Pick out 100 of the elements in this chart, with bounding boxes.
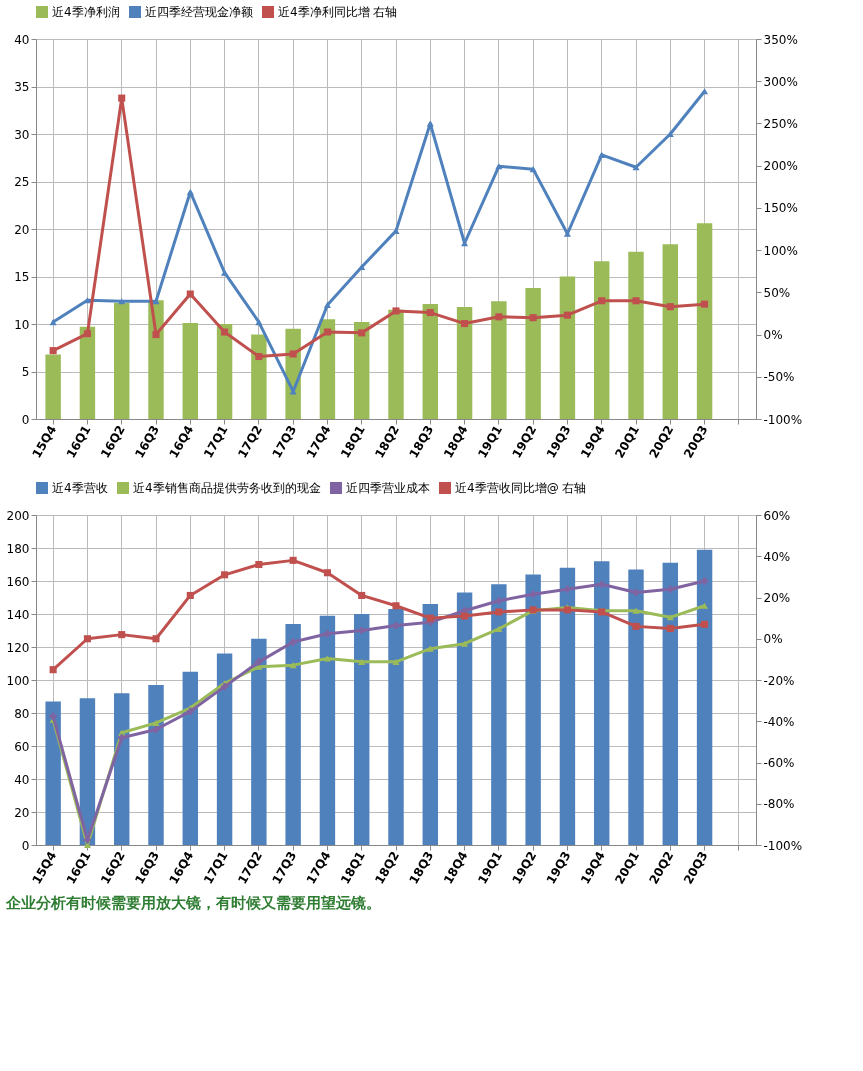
point xyxy=(118,631,126,639)
bar xyxy=(491,584,507,845)
point xyxy=(392,307,400,315)
y2-tick-label: 250% xyxy=(763,116,798,131)
bar xyxy=(216,324,233,419)
point xyxy=(49,712,57,720)
point xyxy=(152,719,160,726)
point xyxy=(221,328,229,336)
y-tick-label: 20 xyxy=(14,222,30,237)
y-tick-label: 60 xyxy=(14,739,30,754)
text: 企业分析有时候需要用放大镜，有时候又需要用望远镜。 xyxy=(5,893,382,912)
y-tick-label: 40 xyxy=(14,772,30,787)
point xyxy=(598,580,606,588)
y2-tick-label: 350% xyxy=(763,32,798,47)
y2-tick-label: 20% xyxy=(763,591,791,605)
point xyxy=(289,638,297,646)
y2-tick-label: -100% xyxy=(763,838,803,853)
point xyxy=(358,329,366,337)
bar xyxy=(456,592,473,845)
y-tick-label: 160 xyxy=(6,574,30,589)
y-tick-label: 40 xyxy=(14,32,30,47)
point xyxy=(323,301,331,309)
legend-label: 近4季净利润 xyxy=(52,5,120,19)
bar xyxy=(456,306,473,419)
point xyxy=(49,347,57,355)
point xyxy=(426,309,434,317)
point xyxy=(118,734,126,742)
point xyxy=(358,591,366,599)
bar xyxy=(45,354,61,419)
point xyxy=(289,662,297,669)
point xyxy=(49,666,57,674)
bar xyxy=(354,614,370,845)
y2-tick-label: 50% xyxy=(763,285,791,300)
point xyxy=(426,614,434,622)
point xyxy=(495,313,503,321)
point xyxy=(118,94,126,102)
point xyxy=(529,314,537,322)
point xyxy=(495,625,503,632)
point xyxy=(666,303,674,311)
y2-tick-label: -20% xyxy=(763,673,795,688)
y2-tick-label: 150% xyxy=(763,201,798,216)
y2-tick-label: 0% xyxy=(763,632,783,647)
point xyxy=(563,585,571,593)
bar xyxy=(354,322,370,419)
y-tick-label: 0 xyxy=(21,412,30,427)
legend-label: 近四季营业成本 xyxy=(346,481,430,495)
y-tick-label: 80 xyxy=(14,706,30,721)
y-tick-label: 15 xyxy=(14,270,30,284)
bar xyxy=(388,309,404,419)
bar xyxy=(114,303,130,419)
bar xyxy=(251,638,267,845)
legend-label: 近4季销售商品提供劳务收到的现金 xyxy=(133,481,321,495)
bar xyxy=(662,562,678,845)
y-tick-label: 120 xyxy=(6,640,30,655)
point xyxy=(152,298,160,305)
point xyxy=(495,608,503,616)
y2-tick-label: -40% xyxy=(763,714,795,729)
point xyxy=(701,620,709,628)
y-tick-label: 0 xyxy=(21,838,30,853)
bar xyxy=(114,693,130,845)
point xyxy=(461,320,469,328)
point xyxy=(323,328,331,336)
point xyxy=(221,683,229,691)
bar xyxy=(422,604,438,845)
y-tick-label: 30 xyxy=(14,127,30,142)
point xyxy=(632,589,640,597)
bar xyxy=(594,261,610,419)
point xyxy=(152,331,160,339)
y2-tick-label: 300% xyxy=(763,74,798,89)
point xyxy=(529,166,537,173)
point xyxy=(358,658,366,665)
bar xyxy=(559,276,576,419)
point xyxy=(632,297,640,305)
point xyxy=(255,319,263,326)
point xyxy=(392,602,400,610)
y-tick-label: 10 xyxy=(14,317,30,332)
point xyxy=(118,298,126,305)
bar xyxy=(662,244,678,419)
y2-tick-label: 60% xyxy=(763,508,791,523)
point xyxy=(255,352,263,361)
point xyxy=(289,350,297,358)
y2-tick-label: 40% xyxy=(763,549,791,564)
point xyxy=(221,571,229,579)
bar xyxy=(251,334,267,419)
y2-tick-label: -50% xyxy=(763,370,795,385)
y-tick-label: 100 xyxy=(6,673,30,688)
point xyxy=(186,591,194,599)
point xyxy=(255,560,263,569)
point xyxy=(323,655,331,662)
legend-label: 近4季营收同比增@ 右轴 xyxy=(455,481,587,495)
y2-tick-label: -60% xyxy=(763,756,795,770)
point xyxy=(221,269,229,276)
bar xyxy=(525,574,541,845)
bar xyxy=(422,304,438,419)
point xyxy=(49,319,57,326)
point xyxy=(83,330,91,338)
point xyxy=(186,290,194,298)
bar xyxy=(79,326,96,419)
legend-label: 近4季净利同比增 右轴 xyxy=(278,5,398,19)
bar xyxy=(628,569,644,845)
